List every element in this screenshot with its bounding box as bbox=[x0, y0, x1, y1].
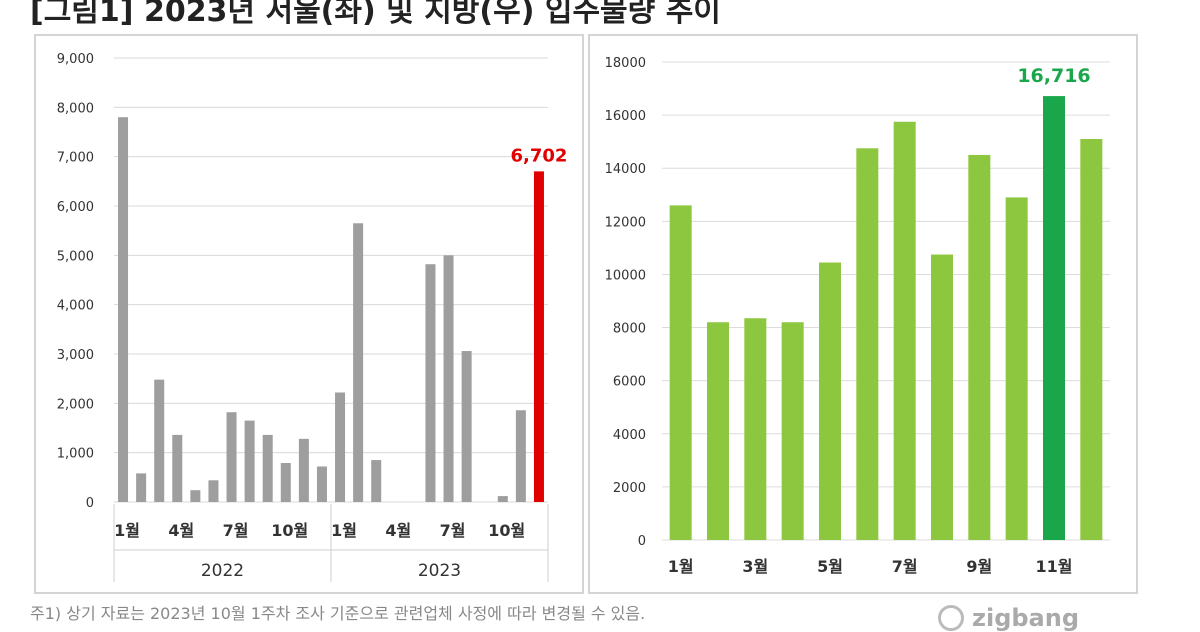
seoul-bar-chart: 0 1,000 2,000 3,000 4,000 5,000 6,000 7,000 8,00… bbox=[57, 52, 567, 582]
bar bbox=[893, 121, 916, 540]
footnote: 주1) 상기 자료는 2023년 10월 1주차 조사 기준으로 관련업체 사정… bbox=[30, 604, 646, 623]
zigbang-logo-icon bbox=[938, 605, 964, 631]
x-tick-label: 4월 bbox=[385, 521, 411, 540]
y-tick-label: 4,000 bbox=[57, 299, 94, 314]
bar bbox=[497, 496, 508, 502]
x-tick-label: 5월 bbox=[817, 557, 843, 576]
bar bbox=[819, 262, 841, 540]
seoul-chart-panel: 0 1,000 2,000 3,000 4,000 5,000 6,000 7,000 8,00… bbox=[34, 34, 584, 594]
bar bbox=[669, 205, 692, 540]
bar bbox=[244, 420, 255, 502]
bar bbox=[118, 117, 129, 502]
x-tick-label: 1월 bbox=[668, 557, 694, 576]
y-tick-label: 14000 bbox=[605, 162, 646, 177]
y-tick-label: 3,000 bbox=[57, 348, 94, 363]
bar bbox=[443, 255, 454, 502]
bar bbox=[968, 154, 991, 540]
y-tick-label: 0 bbox=[638, 534, 646, 549]
x-tick-label: 1월 bbox=[331, 521, 357, 540]
bar bbox=[136, 473, 147, 502]
year-label: 2022 bbox=[201, 561, 244, 581]
y-tick-label: 8000 bbox=[613, 322, 646, 337]
y-tick-label: 1,000 bbox=[57, 447, 94, 462]
y-tick-label: 0 bbox=[86, 496, 94, 511]
zigbang-logo: zigbang bbox=[938, 604, 1079, 632]
y-tick-label: 18000 bbox=[605, 56, 646, 71]
bar bbox=[931, 254, 953, 540]
logo-text: zigbang bbox=[972, 604, 1080, 632]
bar bbox=[781, 322, 804, 540]
year-label: 2023 bbox=[418, 561, 461, 581]
bar bbox=[1080, 139, 1103, 540]
x-tick-label: 7월 bbox=[440, 521, 466, 540]
y-tick-label: 10000 bbox=[605, 268, 646, 283]
bar bbox=[335, 392, 346, 502]
x-tick-label: 9월 bbox=[966, 557, 992, 576]
bar bbox=[316, 466, 327, 502]
regional-bar-chart: 0 2000 4000 6000 8000 10000 12000 14000 16000 180… bbox=[605, 56, 1110, 576]
bar bbox=[515, 410, 526, 502]
bar bbox=[371, 460, 382, 502]
y-tick-label: 2,000 bbox=[57, 397, 94, 412]
regional-chart-panel: 0 2000 4000 6000 8000 10000 12000 14000 16000 180… bbox=[588, 34, 1138, 594]
bar bbox=[226, 412, 237, 502]
y-tick-label: 7,000 bbox=[57, 151, 94, 166]
bar bbox=[298, 438, 309, 502]
bar bbox=[208, 480, 219, 502]
bar bbox=[1005, 197, 1028, 540]
x-tick-label: 7월 bbox=[223, 521, 249, 540]
x-tick-label: 11월 bbox=[1036, 557, 1073, 576]
page-title: [그림1] 2023년 서울(좌) 및 지방(우) 입주물량 추이 bbox=[30, 0, 721, 29]
x-tick-label: 1월 bbox=[114, 521, 140, 540]
y-tick-label: 6000 bbox=[613, 375, 646, 390]
x-tick-label: 4월 bbox=[168, 521, 194, 540]
bar bbox=[154, 379, 165, 502]
x-tick-label: 3월 bbox=[742, 557, 768, 576]
bar bbox=[425, 264, 436, 502]
y-tick-label: 6,000 bbox=[57, 200, 94, 215]
bar bbox=[280, 463, 291, 502]
bar bbox=[262, 434, 273, 502]
bar bbox=[856, 148, 879, 541]
x-tick-label: 10월 bbox=[488, 521, 525, 540]
bar bbox=[172, 434, 183, 502]
y-tick-label: 16000 bbox=[605, 109, 646, 124]
x-tick-label: 7월 bbox=[892, 557, 918, 576]
y-tick-label: 9,000 bbox=[57, 52, 94, 67]
y-tick-label: 2000 bbox=[613, 481, 646, 496]
bar bbox=[744, 318, 767, 540]
highlight-data-label: 16,716 bbox=[1017, 65, 1090, 87]
bar bbox=[461, 351, 472, 502]
x-tick-label: 10월 bbox=[271, 521, 308, 540]
y-tick-label: 12000 bbox=[605, 215, 646, 230]
highlight-bar bbox=[533, 171, 544, 503]
highlight-data-label: 6,702 bbox=[510, 145, 567, 166]
y-tick-label: 4000 bbox=[613, 428, 646, 443]
bar bbox=[707, 322, 729, 540]
highlight-bar bbox=[1043, 96, 1065, 540]
y-tick-label: 5,000 bbox=[57, 249, 94, 264]
y-tick-label: 8,000 bbox=[57, 101, 94, 116]
bar bbox=[190, 490, 201, 502]
bar bbox=[353, 223, 364, 502]
